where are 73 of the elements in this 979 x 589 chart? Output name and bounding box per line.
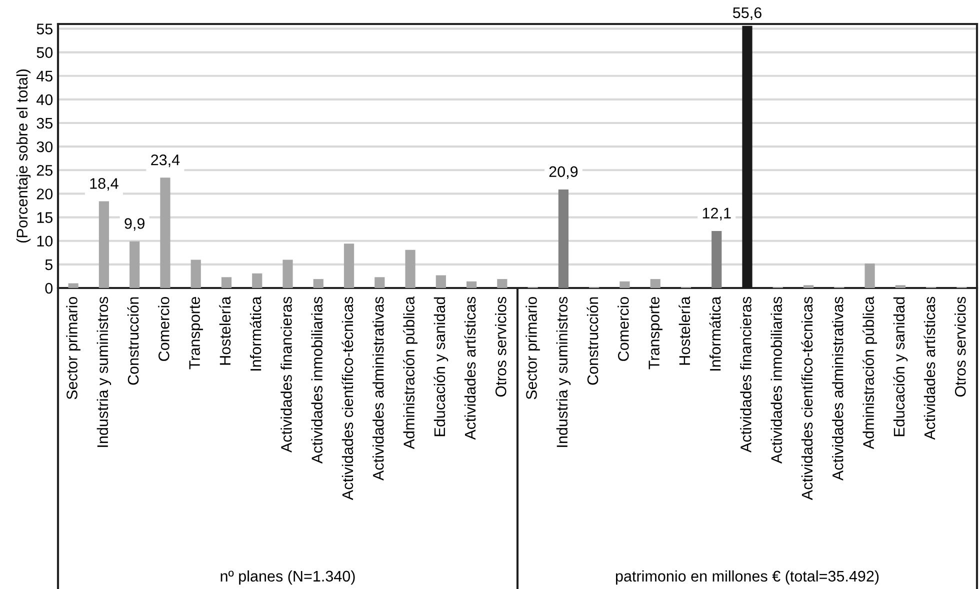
y-tick-label: 40: [36, 94, 53, 106]
x-tick-label: Educación y sanidad: [434, 297, 448, 436]
bar: [466, 281, 477, 288]
text: nº planes (N=1.340): [220, 570, 355, 585]
bar: [98, 201, 110, 288]
bar: [895, 285, 906, 288]
bar: [864, 263, 875, 288]
y-tick-label: 45: [36, 70, 52, 82]
y-tick-label: 50: [36, 47, 53, 58]
bar: [130, 241, 140, 288]
bar: [160, 178, 170, 288]
x-tick-label: Otros servicios: [954, 296, 966, 397]
bar: [221, 277, 232, 288]
x-tick-label: Administración pública: [862, 296, 877, 450]
x-tick-label: Actividades artísticas: [924, 296, 936, 440]
x-tick-label: Administración pública: [403, 296, 418, 450]
x-tick-label: Construcción: [586, 297, 598, 385]
data-label: 20,9: [549, 166, 578, 179]
x-tick-label: Actividades administrativas: [832, 296, 844, 481]
y-tick-label: 5: [45, 259, 52, 270]
x-tick-label: Otros servicios: [495, 296, 506, 397]
x-tick-label: Transporte: [189, 297, 203, 370]
x-tick-label: Actividades científico-técnicas: [342, 296, 354, 500]
x-tick-label: Industria y suministros: [96, 296, 112, 447]
y-tick-label: 30: [36, 141, 53, 152]
x-tick-label: Sector primario: [66, 296, 80, 400]
y-tick-label: 55: [36, 24, 52, 34]
bar: [497, 279, 508, 288]
bar: [313, 279, 324, 288]
bar: [405, 250, 416, 288]
bar: [374, 277, 385, 288]
y-tick-label: 0: [45, 282, 53, 294]
data-label: 18,4: [90, 178, 118, 191]
y-tick-label: 15: [37, 212, 52, 223]
bar: [436, 275, 446, 288]
bar: [68, 283, 78, 288]
x-tick-label: Educación y sanidad: [893, 297, 908, 436]
x-tick-label: Hostelería: [219, 296, 231, 365]
x-tick-label: Actividades financieras: [740, 296, 752, 453]
x-tick-label: Sector primario: [526, 296, 540, 400]
x-tick-label: Transporte: [648, 297, 662, 370]
x-tick-label: Actividades administrativas: [372, 296, 384, 481]
x-tick-label: Construcción: [127, 297, 139, 385]
y-axis-title: (Porcentaje sobre el total): [16, 69, 31, 243]
x-tick-label: Actividades inmobiliarias: [311, 296, 322, 464]
bar: [650, 279, 660, 288]
bar: [344, 244, 354, 288]
x-tick-label: Actividades inmobiliarias: [770, 296, 782, 464]
x-tick-label: Informática: [709, 296, 721, 370]
y-tick-label: 20: [36, 188, 53, 200]
data-label: 9,9: [124, 218, 144, 231]
text: patrimonio en millones € (total=35.492): [616, 570, 879, 585]
bar: [712, 230, 722, 288]
y-tick-label: 35: [36, 118, 52, 129]
x-tick-label: Actividades científico-técnicas: [801, 296, 813, 500]
x-tick-label: Hostelería: [678, 296, 690, 365]
bar: [252, 273, 262, 288]
data-label: 12,1: [702, 208, 731, 220]
x-tick-label: Actividades artísticas: [464, 296, 476, 440]
data-label: 23,4: [151, 154, 180, 168]
bar: [282, 260, 293, 288]
y-tick-label: 10: [37, 236, 53, 247]
y-tick-label: 25: [36, 165, 52, 176]
x-tick-label: Comercio: [158, 296, 170, 361]
bar: [620, 281, 630, 288]
bar: [190, 260, 201, 288]
bar: [558, 189, 569, 288]
data-label: 55,6: [732, 7, 762, 20]
x-tick-label: Industria y suministros: [556, 296, 571, 447]
x-tick-label: Actividades financieras: [280, 296, 292, 453]
x-tick-label: Informática: [250, 296, 262, 370]
bar: [803, 285, 814, 288]
x-tick-label: Comercio: [618, 296, 629, 361]
